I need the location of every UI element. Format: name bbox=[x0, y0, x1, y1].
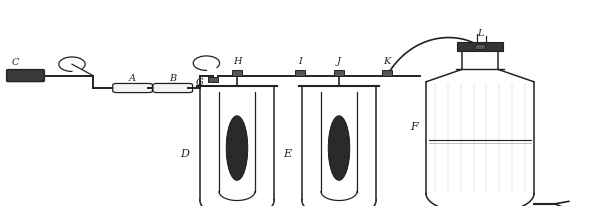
Bar bbox=[475, 44, 485, 49]
Text: B: B bbox=[169, 73, 176, 82]
Text: C: C bbox=[11, 58, 19, 67]
Text: F: F bbox=[410, 122, 418, 132]
FancyBboxPatch shape bbox=[153, 84, 193, 93]
Bar bbox=[382, 71, 392, 76]
Text: A: A bbox=[129, 73, 136, 82]
Ellipse shape bbox=[328, 116, 350, 180]
Text: G: G bbox=[196, 77, 203, 87]
FancyBboxPatch shape bbox=[7, 70, 44, 82]
Text: D: D bbox=[181, 149, 189, 158]
Bar bbox=[232, 71, 242, 76]
Bar bbox=[208, 77, 218, 82]
Text: H: H bbox=[233, 57, 241, 66]
FancyBboxPatch shape bbox=[113, 84, 152, 93]
Text: J: J bbox=[337, 57, 341, 66]
Text: E: E bbox=[283, 149, 291, 158]
Text: I: I bbox=[298, 57, 302, 66]
Ellipse shape bbox=[226, 116, 248, 180]
Text: L: L bbox=[477, 29, 483, 38]
Text: K: K bbox=[383, 57, 391, 66]
Bar bbox=[457, 43, 503, 52]
Bar bbox=[334, 71, 344, 76]
Bar bbox=[295, 71, 305, 76]
